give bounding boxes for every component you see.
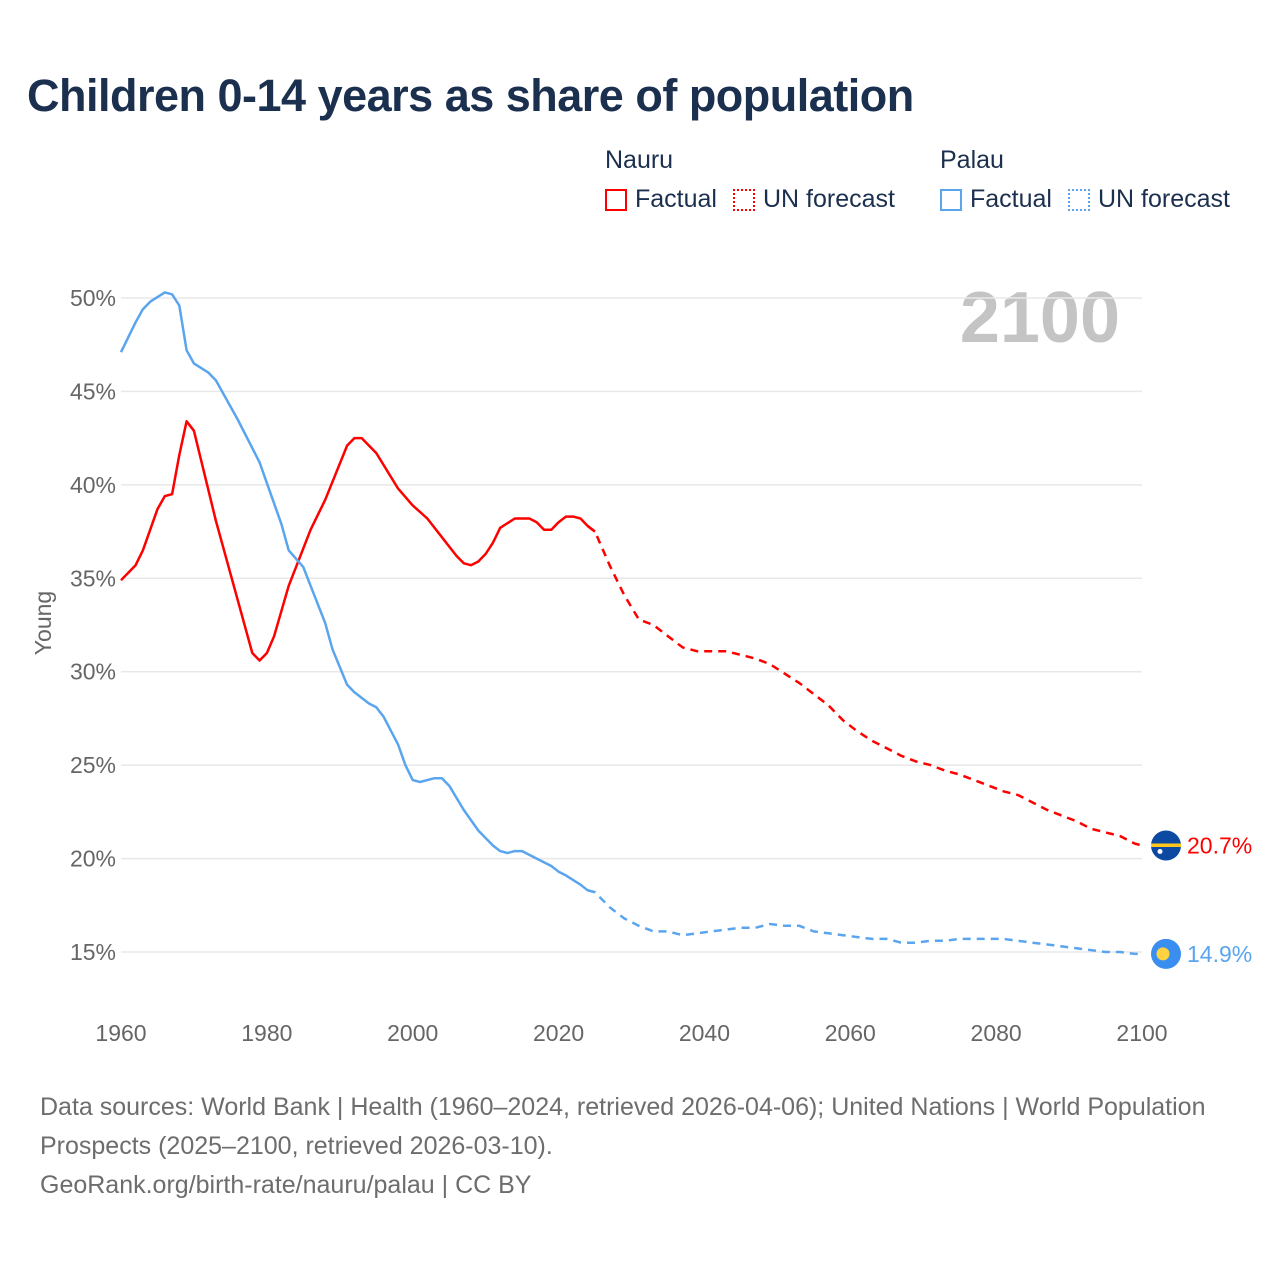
footer: Data sources: World Bank | Health (1960–… bbox=[40, 1088, 1220, 1205]
chart-title: Children 0-14 years as share of populati… bbox=[27, 70, 914, 121]
y-tick-label: 50% bbox=[70, 285, 116, 311]
y-tick-label: 15% bbox=[70, 939, 116, 965]
legend-label: Factual bbox=[970, 185, 1052, 213]
x-tick-label: 1980 bbox=[241, 1020, 292, 1046]
legend-swatch-solid bbox=[940, 188, 962, 211]
end-value-label-palau: 14.9% bbox=[1187, 941, 1252, 967]
legend-swatch-dotted bbox=[1067, 188, 1090, 211]
legend-palau-forecast[interactable]: UN forecast bbox=[1067, 185, 1230, 214]
x-tick-label: 2060 bbox=[825, 1020, 876, 1046]
nauru-flag-star bbox=[1157, 848, 1163, 854]
x-tick-label: 1960 bbox=[95, 1020, 146, 1046]
y-tick-label: 35% bbox=[70, 565, 116, 591]
x-tick-label: 2100 bbox=[1116, 1020, 1167, 1046]
y-tick-label: 20% bbox=[70, 846, 116, 872]
legend-label: UN forecast bbox=[762, 185, 895, 213]
x-tick-label: 2080 bbox=[971, 1020, 1022, 1046]
legend-palau-factual[interactable]: Factual bbox=[940, 185, 1052, 214]
legend-swatch-solid bbox=[605, 188, 627, 211]
year-watermark: 2100 bbox=[960, 278, 1120, 358]
x-tick-label: 2040 bbox=[679, 1020, 730, 1046]
series-line-nauru-forecast bbox=[586, 525, 1143, 847]
palau-flag-disc bbox=[1156, 947, 1170, 961]
x-tick-label: 2000 bbox=[387, 1020, 438, 1046]
legend-label: Factual bbox=[635, 185, 717, 213]
y-tick-label: 40% bbox=[70, 472, 116, 498]
legend-swatch-dotted bbox=[732, 188, 755, 211]
legend-nauru: Nauru Factual UN forecast bbox=[605, 146, 911, 218]
y-tick-label: 30% bbox=[70, 659, 116, 685]
series-line-palau-forecast bbox=[587, 889, 1142, 956]
legend-group-name: Palau bbox=[940, 146, 1004, 174]
series-line-nauru-factual bbox=[120, 420, 596, 662]
legend-group-name: Nauru bbox=[605, 146, 674, 174]
end-value-label-nauru: 20.7% bbox=[1187, 832, 1252, 858]
y-tick-label: 25% bbox=[70, 752, 116, 778]
legend-nauru-factual[interactable]: Factual bbox=[605, 185, 717, 214]
credit-link[interactable]: GeoRank.org/birth-rate/nauru/palau | CC … bbox=[40, 1171, 532, 1199]
y-tick-label: 45% bbox=[70, 378, 116, 404]
legend-label: UN forecast bbox=[1097, 185, 1230, 213]
nauru-flag-stripe bbox=[1151, 843, 1181, 847]
legend-nauru-forecast[interactable]: UN forecast bbox=[732, 185, 895, 214]
legend-palau: Palau Factual UN forecast bbox=[940, 146, 1246, 218]
series-line-palau-factual bbox=[119, 291, 596, 894]
data-sources: Data sources: World Bank | Health (1960–… bbox=[40, 1093, 1206, 1160]
x-tick-label: 2020 bbox=[533, 1020, 584, 1046]
y-axis-label: Young bbox=[30, 591, 56, 655]
